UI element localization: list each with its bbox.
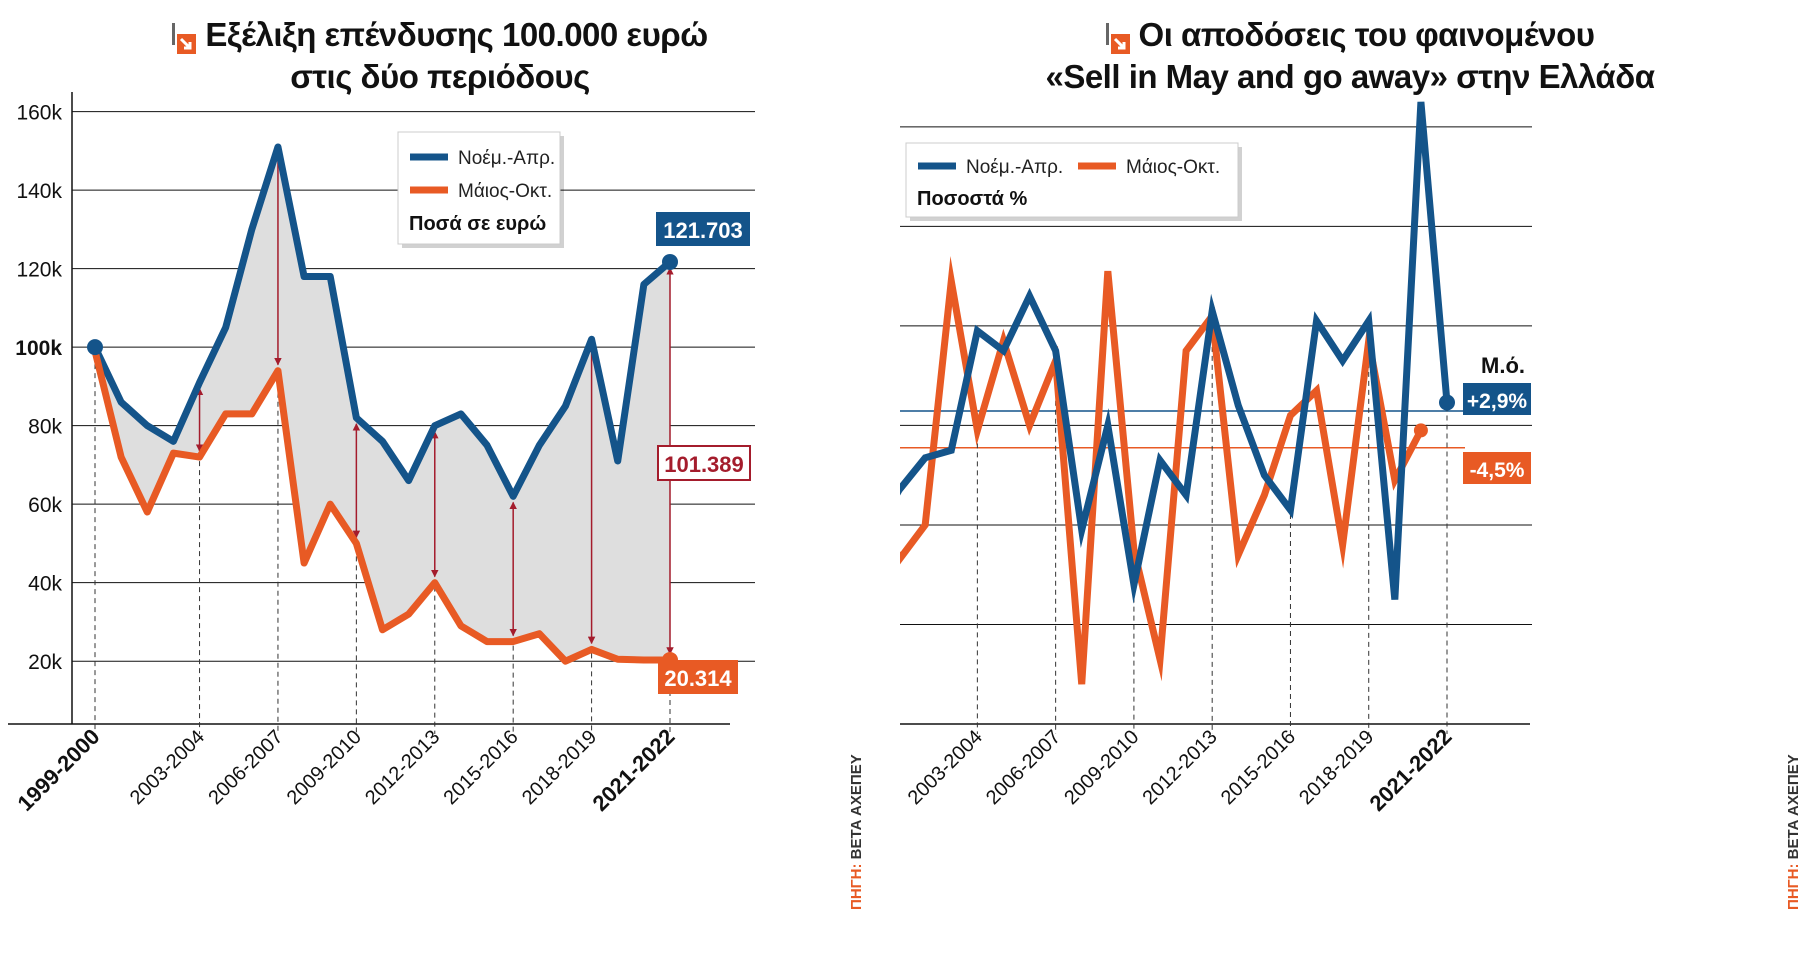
y-tick-label: 100k bbox=[15, 337, 62, 360]
left-source-label: ΠΗΓΗ: ΒΕΤΑ ΑΧΕΠΕΥ bbox=[848, 754, 865, 910]
right-line-chart: -40%-20%0%20%40%60%1999-20002003-2004200… bbox=[900, 101, 1532, 816]
x-tick-label: 2021-2022 bbox=[1364, 724, 1456, 816]
legend-note: Ποσά σε ευρώ bbox=[409, 213, 546, 235]
x-tick-label: 2012-2013 bbox=[1139, 726, 1222, 809]
y-tick-label: 140k bbox=[16, 180, 62, 203]
x-tick-label: 2021-2022 bbox=[587, 724, 679, 816]
right-chart-panel: Οι αποδόσεις του φαινομένου «Sell in May… bbox=[900, 0, 1808, 956]
left-line-chart: 20k 40k 60k 80k 100k 120k 140k 160k 1999-2000 200… bbox=[8, 92, 755, 816]
left-source-name: ΒΕΤΑ ΑΧΕΠΕΥ bbox=[848, 754, 865, 860]
y-tick-label: 20k bbox=[28, 651, 62, 674]
average-box-nov-apr bbox=[1463, 383, 1531, 415]
x-tick-label: 2006-2007 bbox=[982, 726, 1065, 809]
x-tick-label: 2003-2004 bbox=[904, 726, 987, 809]
x-tick-label: 2015-2016 bbox=[1217, 726, 1300, 809]
arrow-icon bbox=[172, 23, 197, 55]
x-tick-label: 2015-2016 bbox=[440, 726, 523, 809]
y-tick-label: 120k bbox=[16, 259, 62, 282]
end-point-marker-blue bbox=[662, 253, 678, 270]
end-point-marker-orange bbox=[1413, 423, 1428, 438]
right-chart-title: Οι αποδόσεις του φαινομένου «Sell in May… bbox=[900, 14, 1800, 98]
annotation-box-blue bbox=[656, 212, 750, 246]
legend-box bbox=[905, 142, 1239, 218]
average-title: Μ.ό. bbox=[1481, 353, 1525, 378]
annotation-box-red bbox=[657, 445, 751, 481]
series-line-may-oct bbox=[900, 255, 1425, 685]
x-tick-label: 2012-2013 bbox=[361, 726, 444, 809]
average-box-may-oct bbox=[1463, 452, 1531, 484]
y-tick-label: 40k bbox=[28, 573, 62, 596]
legend-label-may-oct: Μάιος-Οκτ. bbox=[458, 181, 552, 202]
right-source-label: ΠΗΓΗ: ΒΕΤΑ ΑΧΕΠΕΥ bbox=[1785, 754, 1802, 910]
arrow-icon bbox=[1105, 23, 1131, 55]
y-tick-label: 80k bbox=[28, 416, 62, 439]
right-title-line-1: Οι αποδόσεις του φαινομένου bbox=[1138, 16, 1595, 53]
average-value-may-oct: -4,5% bbox=[1470, 459, 1525, 482]
left-chart-panel: Εξέλιξη επένδυσης 100.000 ευρώ στις δύο … bbox=[0, 0, 890, 956]
left-title-line-2: στις δύο περιόδους bbox=[290, 58, 590, 95]
end-point-marker-blue bbox=[1439, 394, 1455, 411]
left-source-prefix: ΠΗΓΗ: bbox=[848, 863, 865, 910]
right-source-prefix: ΠΗΓΗ: bbox=[1785, 863, 1802, 910]
left-chart-title: Εξέλιξη επένδυσης 100.000 ευρώ στις δύο … bbox=[10, 14, 870, 98]
annotation-final-may-oct: 20.314 bbox=[664, 666, 732, 691]
legend-label-nov-apr: Νοέμ.-Απρ. bbox=[458, 148, 555, 169]
legend-label-nov-apr: Νοέμ.-Απρ. bbox=[966, 157, 1063, 178]
annotation-final-nov-apr: 121.703 bbox=[663, 218, 743, 243]
x-tick-label: 2009-2010 bbox=[283, 726, 366, 809]
legend-note: Ποσοστά % bbox=[917, 188, 1027, 210]
annotation-difference: 101.389 bbox=[664, 452, 744, 477]
x-tick-label: 2006-2007 bbox=[204, 726, 287, 809]
x-tick-label: 2003-2004 bbox=[126, 726, 209, 809]
x-tick-label: 2009-2010 bbox=[1060, 726, 1143, 809]
average-value-nov-apr: +2,9% bbox=[1467, 390, 1527, 413]
x-tick-label: 1999-2000 bbox=[12, 724, 104, 816]
right-title-line-2: «Sell in May and go away» στην Ελλάδα bbox=[1045, 58, 1655, 95]
left-title-line-1: Εξέλιξη επένδυσης 100.000 ευρώ bbox=[205, 16, 708, 53]
annotation-box-orange bbox=[658, 660, 738, 694]
start-point-marker bbox=[87, 339, 103, 356]
right-source-name: ΒΕΤΑ ΑΧΕΠΕΥ bbox=[1785, 754, 1802, 860]
legend-label-may-oct: Μάιος-Οκτ. bbox=[1126, 157, 1220, 178]
y-tick-label: 160k bbox=[16, 102, 62, 125]
area-between-series bbox=[95, 146, 670, 662]
y-tick-label: 60k bbox=[28, 494, 62, 517]
